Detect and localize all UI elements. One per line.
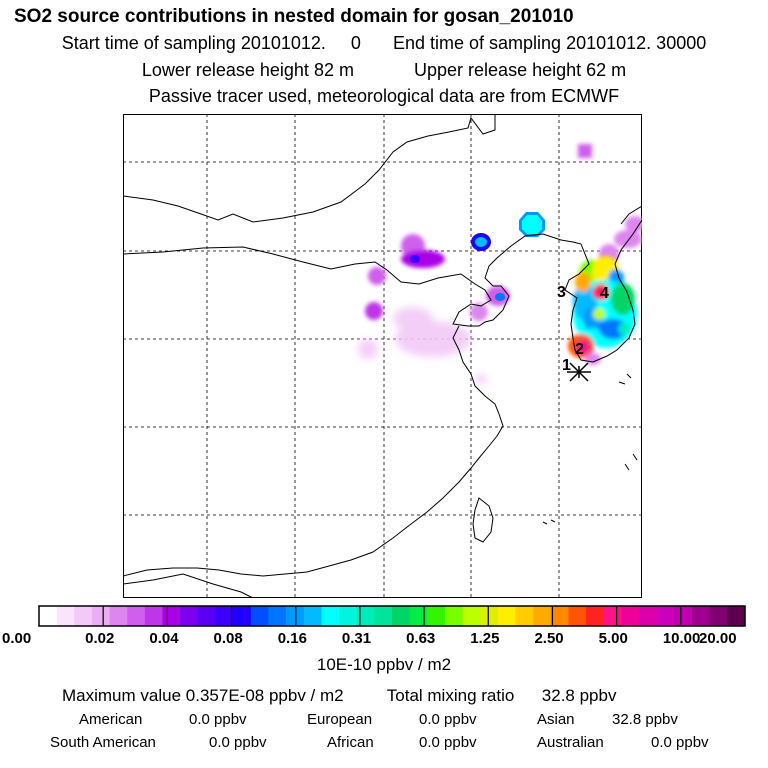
colorbar-tick-label: 0.08 — [213, 630, 243, 647]
colorbar-tick-label: 0.04 — [149, 630, 179, 647]
lower-release-value: 82 m — [313, 60, 354, 80]
concentration-plume — [358, 144, 642, 384]
colorbar-swatch — [427, 606, 446, 626]
colorbar-tick-label: 10.00 — [662, 630, 701, 647]
region-american-value: 0.0 ppbv — [189, 711, 247, 728]
receptor-asterisk-icon — [567, 362, 591, 382]
colorbar-swatch — [321, 606, 340, 626]
region-label-2: 2 — [575, 341, 584, 358]
map-grid — [123, 114, 642, 598]
upper-release-value: 62 m — [586, 60, 627, 80]
tracer-note: Passive tracer used, meteorological data… — [148, 86, 620, 106]
colorbar-swatch — [656, 606, 675, 626]
max-value: 0.357E-08 ppbv / m2 — [185, 686, 344, 705]
summary-row: Maximum value 0.357E-08 ppbv / m2 Total … — [62, 686, 616, 706]
colorbar-swatch — [91, 606, 111, 626]
colorbar-swatch — [303, 606, 322, 626]
colorbar-swatch — [497, 606, 517, 626]
region-label-3: 3 — [557, 284, 566, 301]
region-australian-value: 0.0 ppbv — [651, 734, 709, 751]
colorbar-swatch — [586, 606, 605, 626]
colorbar-swatch — [144, 606, 164, 626]
colorbar-swatches — [38, 605, 746, 627]
colorbar-swatch — [356, 606, 375, 626]
coastlines — [123, 114, 642, 598]
colorbar-tick-label: 20.00 — [699, 630, 737, 647]
region-african-name: African — [327, 734, 374, 751]
colorbar-swatch — [215, 606, 234, 626]
region-label-1: 1 — [562, 357, 571, 374]
colorbar-swatch — [127, 606, 146, 626]
colorbar-unit: 10E-10 ppbv / m2 — [316, 655, 452, 674]
colorbar-tick-label: 0.02 — [85, 630, 115, 647]
colorbar-swatch — [392, 606, 411, 626]
colorbar-swatch — [674, 606, 693, 626]
colorbar-swatch — [250, 606, 269, 626]
colorbar-swatch — [515, 606, 534, 626]
colorbar-swatch — [409, 606, 428, 626]
total-mixing-value: 32.8 ppbv — [541, 686, 617, 705]
upper-release-label: Upper release height — [414, 60, 582, 80]
plot-title: SO2 source contributions in nested domai… — [14, 6, 574, 27]
colorbar-swatch — [727, 606, 746, 626]
colorbar-tick-label: 5.00 — [598, 630, 628, 647]
colorbar-tick-label: 0.63 — [406, 630, 436, 647]
colorbar-swatch — [74, 606, 93, 626]
colorbar-tick-label: 0.31 — [341, 630, 372, 647]
start-time-label: Start time of sampling — [61, 33, 236, 53]
colorbar-swatch — [480, 606, 499, 626]
colorbar-swatch — [374, 606, 393, 626]
colorbar-outline — [38, 605, 746, 627]
total-mixing-label: Total mixing ratio — [386, 686, 515, 705]
region-european-value: 0.0 ppbv — [419, 711, 477, 728]
colorbar-tick-label: 0.00 — [2, 630, 32, 647]
colorbar-swatch — [692, 606, 711, 626]
colorbar-swatch — [109, 606, 128, 626]
region-american-name: American — [79, 711, 143, 728]
colorbar-swatch — [462, 606, 481, 626]
colorbar-swatch — [533, 606, 552, 626]
map-panel: 1 2 3 4 — [123, 114, 642, 598]
colorbar-tick-label: 2.50 — [534, 630, 564, 647]
colorbar-swatch — [56, 606, 75, 626]
colorbar-swatch — [444, 606, 464, 626]
colorbar-swatch — [197, 606, 216, 626]
colorbar-swatch — [568, 606, 587, 626]
region-label-4: 4 — [600, 285, 609, 302]
region-south-american-name: South American — [50, 734, 156, 751]
region-african-value: 0.0 ppbv — [419, 734, 477, 751]
region-european-name: European — [307, 711, 373, 728]
colorbar-tick-label: 0.16 — [277, 630, 307, 647]
region-australian-name: Australian — [537, 734, 604, 751]
colorbar-swatch — [39, 606, 58, 626]
colorbar-swatch — [621, 606, 640, 626]
start-time-value: 20101012. 0 — [240, 33, 361, 53]
max-value-label: Maximum value — [62, 686, 182, 705]
sampling-times: Start time of sampling 20101012. 0 End t… — [0, 33, 768, 54]
region-south-american-value: 0.0 ppbv — [209, 734, 267, 751]
colorbar-swatch — [162, 606, 181, 626]
colorbar-swatch — [709, 606, 728, 626]
end-time-value: 20101012. 30000 — [566, 33, 707, 53]
colorbar-tick-label: 1.25 — [470, 630, 500, 647]
region-asian-value: 32.8 ppbv — [612, 711, 678, 728]
region-asian-name: Asian — [537, 711, 575, 728]
end-time-label: End time of sampling — [392, 33, 562, 53]
colorbar — [37, 604, 747, 635]
colorbar-swatch — [603, 606, 622, 626]
release-heights: Lower release height 82 m Upper release … — [0, 60, 768, 81]
colorbar-swatch — [550, 606, 569, 626]
lower-release-label: Lower release height — [141, 60, 309, 80]
colorbar-swatch — [639, 606, 658, 626]
colorbar-swatch — [339, 606, 358, 626]
colorbar-swatch — [268, 606, 287, 626]
colorbar-swatch — [180, 606, 199, 626]
colorbar-swatch — [233, 606, 252, 626]
